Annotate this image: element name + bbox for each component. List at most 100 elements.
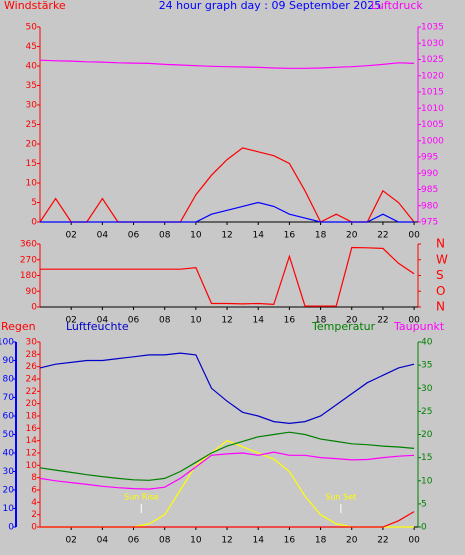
y-tick-label: 360 — [20, 240, 37, 250]
y-tick-label: 50 — [26, 23, 38, 33]
x-tick-label: 22 — [377, 316, 388, 326]
legend-label: Regen — [1, 320, 36, 333]
y-tick-label: 980 — [421, 201, 438, 211]
y-tick-label: 35 — [26, 81, 37, 91]
series-line — [40, 201, 415, 223]
y-tick-label: 0 — [8, 523, 14, 533]
x-tick-label: 04 — [97, 536, 109, 546]
y-tick-label: N — [436, 237, 445, 251]
series-line — [40, 511, 415, 528]
x-tick-label: 08 — [159, 231, 171, 241]
y-tick-label: 8 — [31, 473, 37, 483]
y-tick-label: 40 — [421, 338, 433, 348]
x-tick-label: 18 — [315, 231, 327, 241]
x-tick-label: 06 — [128, 316, 140, 326]
series-line — [39, 59, 415, 69]
y-tick-label: W — [436, 252, 448, 266]
x-tick-label: 02 — [65, 316, 76, 326]
y-tick-label: 20 — [421, 430, 433, 440]
y-tick-label: 1010 — [421, 104, 444, 114]
y-tick-label: 1005 — [421, 120, 444, 130]
y-tick-label: 15 — [421, 453, 432, 463]
y-tick-label: 10 — [26, 179, 38, 189]
x-tick-label: 10 — [190, 536, 202, 546]
y-tick-label: 45 — [26, 42, 37, 52]
y-tick-label: 60 — [3, 412, 15, 422]
y-tick-label: 5 — [421, 499, 427, 509]
y-tick-label: 90 — [3, 356, 15, 366]
x-tick-label: 16 — [284, 536, 296, 546]
y-tick-label: 1020 — [421, 71, 444, 81]
x-tick-label: 08 — [159, 536, 171, 546]
y-tick-label: 975 — [421, 218, 438, 228]
x-tick-label: 20 — [346, 316, 358, 326]
y-tick-label: 180 — [20, 271, 37, 281]
annotation: Sun Set — [325, 493, 356, 502]
x-tick-label: 10 — [190, 231, 202, 241]
y-tick-label: 6 — [31, 486, 37, 496]
y-tick-label: 25 — [26, 120, 37, 130]
y-tick-label: 1000 — [421, 136, 444, 146]
x-tick-label: 18 — [315, 316, 327, 326]
y-tick-label: 40 — [3, 449, 15, 459]
y2-axis-label: Luftdruck — [371, 0, 423, 12]
y-tick-label: 80 — [3, 375, 15, 385]
chart-title: 24 hour graph day : 09 September 2025 — [159, 0, 382, 12]
y-tick-label: 2 — [31, 510, 37, 520]
x-tick-label: 14 — [253, 316, 265, 326]
y-tick-label: 5 — [31, 198, 37, 208]
y-axis-label: Windstärke — [4, 0, 66, 12]
y-tick-label: 20 — [26, 140, 38, 150]
x-tick-label: 20 — [346, 536, 358, 546]
y-tick-label: S — [436, 268, 444, 282]
x-tick-label: 12 — [221, 316, 232, 326]
y-tick-label: 15 — [26, 159, 37, 169]
y-tick-label: 30 — [421, 384, 433, 394]
y-tick-label: 40 — [26, 62, 38, 72]
series-line — [40, 246, 415, 307]
y-tick-label: 24 — [26, 375, 38, 385]
y-tick-label: 10 — [421, 476, 433, 486]
y-tick-label: 30 — [3, 467, 15, 477]
x-tick-label: 00 — [408, 536, 420, 546]
legend-label: Luftfeuchte — [66, 320, 129, 333]
y-tick-label: 0 — [31, 218, 37, 228]
y-tick-label: 35 — [421, 361, 432, 371]
y-tick-label: 12 — [26, 449, 37, 459]
annotation: Sun Rise — [124, 493, 159, 502]
y-tick-label: 26 — [26, 362, 38, 372]
y-tick-label: 16 — [26, 424, 38, 434]
y-tick-label: N — [436, 300, 445, 314]
y-tick-label: 28 — [26, 350, 38, 360]
y-tick-label: 30 — [26, 101, 38, 111]
x-tick-label: 04 — [97, 231, 109, 241]
y-tick-label: 10 — [26, 461, 38, 471]
x-tick-label: 18 — [315, 536, 327, 546]
y-tick-label: 25 — [421, 407, 432, 417]
x-tick-label: 06 — [128, 231, 140, 241]
y-tick-label: 20 — [3, 486, 15, 496]
x-tick-label: 02 — [65, 231, 76, 241]
x-tick-label: 00 — [408, 316, 420, 326]
y-tick-label: 270 — [20, 255, 37, 265]
x-tick-label: 22 — [377, 536, 388, 546]
x-tick-label: 12 — [221, 231, 232, 241]
y-tick-label: O — [436, 284, 445, 298]
x-tick-label: 22 — [377, 231, 388, 241]
y-tick-label: 4 — [31, 498, 37, 508]
y-tick-label: 990 — [421, 169, 438, 179]
y-tick-label: 18 — [26, 412, 38, 422]
x-tick-label: 00 — [408, 231, 420, 241]
x-tick-label: 14 — [253, 536, 265, 546]
x-tick-label: 16 — [284, 231, 296, 241]
y-tick-label: 10 — [3, 504, 15, 514]
y-tick-label: 20 — [26, 399, 38, 409]
series-line — [39, 352, 415, 425]
x-tick-label: 12 — [221, 536, 232, 546]
y-tick-label: 100 — [0, 338, 14, 348]
x-tick-label: 02 — [65, 536, 76, 546]
x-tick-label: 16 — [284, 316, 296, 326]
x-tick-label: 14 — [253, 231, 265, 241]
y-tick-label: 22 — [26, 387, 37, 397]
y-tick-label: 995 — [421, 153, 438, 163]
